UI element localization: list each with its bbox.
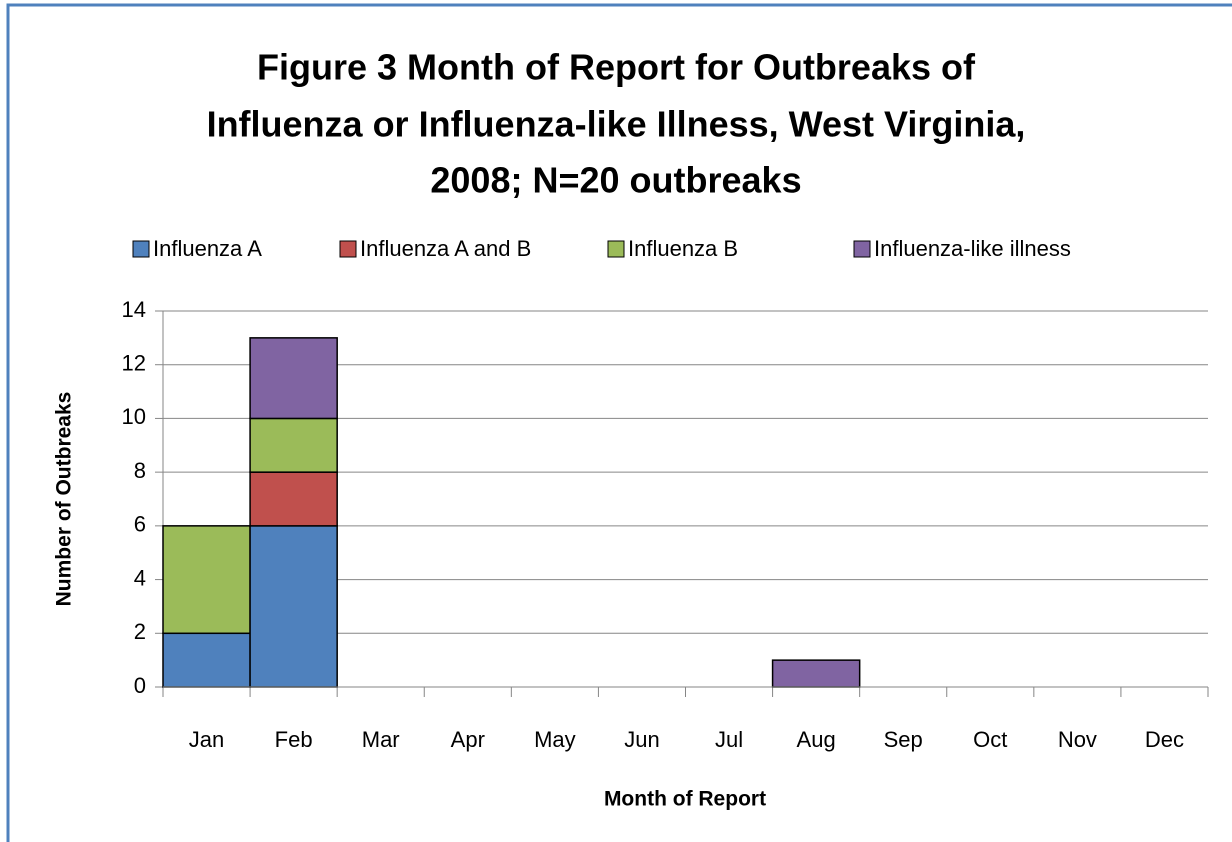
x-tick-label: Jan [189, 727, 224, 752]
bar-segment [249, 525, 338, 688]
x-tick-label: Nov [1058, 727, 1097, 752]
x-tick-label: Dec [1145, 727, 1184, 752]
legend-swatch [132, 240, 150, 258]
y-axis-title: Number of Outbreaks [53, 392, 76, 607]
chart-title: Figure 3 Month of Report for Outbreaks o… [257, 47, 976, 88]
x-axis-title: Month of Report [604, 788, 766, 811]
chart-title: 2008; N=20 outbreaks [430, 160, 801, 201]
legend-label: Influenza-like illness [874, 236, 1071, 261]
y-tick-label: 14 [122, 297, 146, 322]
bar-segment [162, 632, 251, 688]
x-tick-label: Jun [624, 727, 659, 752]
y-tick-label: 8 [134, 458, 146, 483]
bar-segment [162, 525, 251, 635]
x-tick-label: Oct [973, 727, 1007, 752]
y-tick-label: 2 [134, 619, 146, 644]
legend-swatch [339, 240, 357, 258]
chart-title: Influenza or Influenza-like Illness, Wes… [207, 104, 1026, 145]
y-tick-label: 10 [122, 404, 146, 429]
x-tick-label: Apr [451, 727, 485, 752]
y-tick-label: 4 [134, 565, 146, 590]
bar-segment [771, 659, 861, 688]
y-tick-label: 0 [134, 673, 146, 698]
x-tick-label: Mar [362, 727, 400, 752]
frame [6, 3, 1232, 842]
y-tick-label: 12 [122, 351, 146, 376]
y-tick-label: 6 [134, 512, 146, 537]
legend-swatch [607, 240, 625, 258]
bar-segment [249, 471, 338, 527]
x-tick-label: Aug [797, 727, 836, 752]
legend-label: Influenza A [153, 236, 262, 261]
x-tick-label: May [534, 727, 576, 752]
bar-segment [249, 417, 338, 473]
legend-swatch [853, 240, 871, 258]
x-tick-label: Feb [275, 727, 313, 752]
legend-label: Influenza B [628, 236, 738, 261]
legend-label: Influenza A and B [360, 236, 531, 261]
x-tick-label: Sep [884, 727, 923, 752]
x-tick-label: Jul [715, 727, 743, 752]
bar-segment [249, 337, 338, 420]
